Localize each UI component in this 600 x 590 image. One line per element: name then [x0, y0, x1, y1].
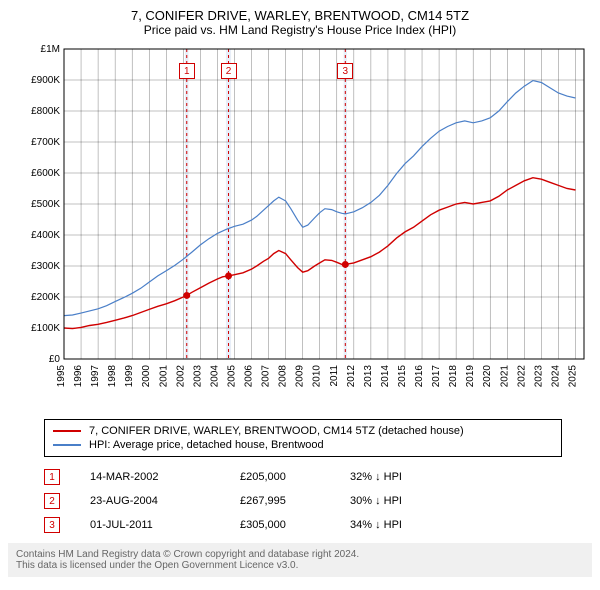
footer-line-2: This data is licensed under the Open Gov… [16, 560, 584, 571]
chart-title: 7, CONIFER DRIVE, WARLEY, BRENTWOOD, CM1… [8, 8, 592, 37]
svg-text:1997: 1997 [90, 365, 101, 388]
line-chart: £0 £100K £200K £300K £400K £500K £600K £700K £80… [18, 41, 592, 401]
chart-marker-label: 3 [337, 63, 353, 79]
title-line-1: 7, CONIFER DRIVE, WARLEY, BRENTWOOD, CM1… [8, 8, 592, 23]
legend-label: HPI: Average price, detached house, Bren… [89, 439, 324, 451]
transaction-date: 01-JUL-2011 [90, 519, 210, 531]
svg-text:£400K: £400K [31, 230, 60, 241]
svg-text:2025: 2025 [567, 365, 578, 388]
svg-text:2009: 2009 [295, 365, 306, 388]
svg-text:2017: 2017 [431, 365, 442, 388]
svg-text:£500K: £500K [31, 199, 60, 210]
svg-text:2003: 2003 [192, 365, 203, 388]
legend-label: 7, CONIFER DRIVE, WARLEY, BRENTWOOD, CM1… [89, 425, 464, 437]
svg-text:2012: 2012 [346, 365, 357, 388]
transaction-marker: 2 [44, 493, 60, 509]
svg-text:£1M: £1M [41, 44, 60, 55]
table-row: 1 14-MAR-2002 £205,000 32% ↓ HPI [44, 465, 592, 489]
title-line-2: Price paid vs. HM Land Registry's House … [8, 23, 592, 37]
table-row: 3 01-JUL-2011 £305,000 34% ↓ HPI [44, 513, 592, 537]
transaction-diff: 30% ↓ HPI [350, 495, 450, 507]
svg-text:2013: 2013 [363, 365, 374, 388]
svg-text:1995: 1995 [56, 365, 67, 388]
svg-text:2005: 2005 [226, 365, 237, 388]
svg-text:£900K: £900K [31, 75, 60, 86]
svg-text:2022: 2022 [516, 365, 527, 388]
svg-text:2006: 2006 [244, 365, 255, 388]
legend-item: HPI: Average price, detached house, Bren… [53, 438, 553, 452]
svg-text:£600K: £600K [31, 168, 60, 179]
transaction-price: £205,000 [240, 471, 320, 483]
svg-text:2021: 2021 [499, 365, 510, 388]
svg-text:2019: 2019 [465, 365, 476, 388]
svg-text:2010: 2010 [312, 365, 323, 388]
svg-text:2001: 2001 [158, 365, 169, 388]
transaction-date: 14-MAR-2002 [90, 471, 210, 483]
svg-text:2008: 2008 [278, 365, 289, 388]
legend-swatch [53, 444, 81, 446]
svg-text:1998: 1998 [107, 365, 118, 388]
svg-text:2023: 2023 [533, 365, 544, 388]
transaction-diff: 32% ↓ HPI [350, 471, 450, 483]
svg-text:2018: 2018 [448, 365, 459, 388]
footer-line-1: Contains HM Land Registry data © Crown c… [16, 549, 584, 560]
transaction-marker: 1 [44, 469, 60, 485]
svg-text:2016: 2016 [414, 365, 425, 388]
transaction-price: £305,000 [240, 519, 320, 531]
chart-marker-label: 1 [179, 63, 195, 79]
transaction-date: 23-AUG-2004 [90, 495, 210, 507]
svg-text:2020: 2020 [482, 365, 493, 388]
chart-container: £0 £100K £200K £300K £400K £500K £600K £700K £80… [8, 41, 592, 411]
svg-text:2024: 2024 [550, 365, 561, 388]
svg-text:2002: 2002 [175, 365, 186, 388]
svg-text:2004: 2004 [209, 365, 220, 388]
svg-text:2007: 2007 [261, 365, 272, 388]
transaction-diff: 34% ↓ HPI [350, 519, 450, 531]
transaction-price: £267,995 [240, 495, 320, 507]
svg-text:1996: 1996 [73, 365, 84, 388]
svg-text:2014: 2014 [380, 365, 391, 388]
legend-swatch [53, 430, 81, 432]
svg-text:£700K: £700K [31, 137, 60, 148]
svg-text:£200K: £200K [31, 292, 60, 303]
transaction-marker: 3 [44, 517, 60, 533]
chart-marker-label: 2 [221, 63, 237, 79]
svg-text:2011: 2011 [329, 365, 340, 387]
attribution-footer: Contains HM Land Registry data © Crown c… [8, 543, 592, 577]
svg-text:1999: 1999 [124, 365, 135, 388]
svg-text:£300K: £300K [31, 261, 60, 272]
svg-text:2000: 2000 [141, 365, 152, 388]
svg-text:£100K: £100K [31, 323, 60, 334]
legend-item: 7, CONIFER DRIVE, WARLEY, BRENTWOOD, CM1… [53, 424, 553, 438]
svg-text:£0: £0 [49, 354, 61, 365]
legend: 7, CONIFER DRIVE, WARLEY, BRENTWOOD, CM1… [44, 419, 562, 457]
table-row: 2 23-AUG-2004 £267,995 30% ↓ HPI [44, 489, 592, 513]
transactions-table: 1 14-MAR-2002 £205,000 32% ↓ HPI 2 23-AU… [44, 465, 592, 537]
svg-text:2015: 2015 [397, 365, 408, 388]
svg-text:£800K: £800K [31, 106, 60, 117]
